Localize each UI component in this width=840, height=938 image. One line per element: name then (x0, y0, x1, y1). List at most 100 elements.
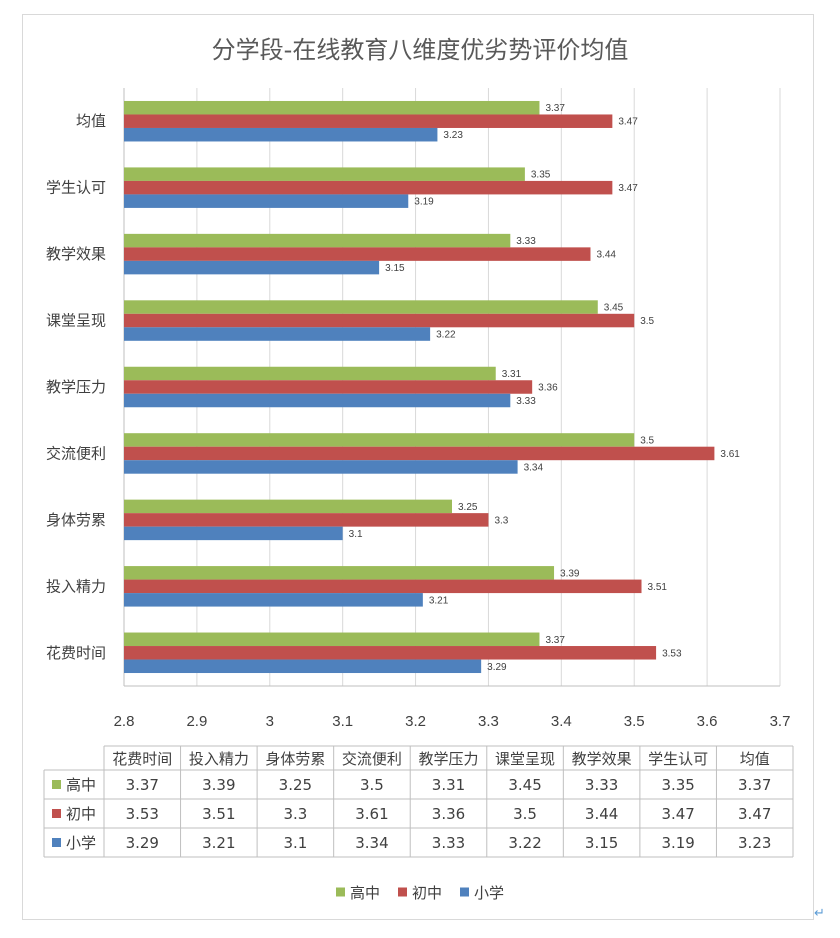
table-header: 课堂呈现 (495, 750, 555, 768)
x-tick-label: 2.8 (114, 713, 135, 730)
table-cell: 3.39 (202, 776, 235, 794)
category-label: 均值 (76, 112, 106, 130)
x-tick-label: 3.4 (551, 713, 572, 730)
bar-初中 (124, 513, 489, 527)
legend-swatch-初中 (398, 887, 407, 897)
data-label: 3.19 (414, 197, 434, 208)
x-tick-label: 3.6 (697, 713, 718, 730)
data-label: 3.5 (640, 435, 654, 446)
table-cell: 3.5 (513, 805, 537, 823)
bar-高中 (124, 433, 635, 447)
table-cell: 3.34 (355, 834, 388, 852)
table-cell: 3.47 (738, 805, 771, 823)
bar-初中 (124, 646, 657, 660)
data-label: 3.51 (648, 582, 668, 593)
legend-label: 高中 (350, 884, 380, 902)
bar-高中 (124, 300, 598, 314)
table-cell: 3.37 (738, 776, 771, 794)
bar-高中 (124, 100, 540, 115)
data-label: 3.3 (494, 515, 508, 526)
table-cell: 3.51 (202, 805, 235, 823)
table-cell: 3.31 (432, 776, 465, 794)
data-label: 3.47 (618, 117, 638, 128)
bar-小学 (124, 593, 423, 607)
bar-初中 (124, 579, 642, 594)
table-cell: 3.37 (126, 776, 159, 794)
data-label: 3.1 (349, 529, 363, 540)
bar-小学 (124, 659, 482, 674)
table-cell: 3.61 (355, 805, 388, 823)
table-row-label: 小学 (66, 834, 96, 852)
table-cell: 3.23 (738, 834, 771, 852)
bar-初中 (124, 313, 635, 328)
data-label: 3.61 (720, 449, 740, 460)
x-tick-label: 3.7 (770, 713, 791, 730)
category-label: 课堂呈现 (46, 312, 106, 330)
bar-小学 (124, 327, 431, 341)
table-cell: 3.29 (126, 834, 159, 852)
x-tick-label: 3.5 (624, 713, 645, 730)
table-cell: 3.35 (661, 776, 694, 794)
table-cell: 3.19 (661, 834, 694, 852)
bar-初中 (124, 380, 533, 394)
table-row-label: 高中 (66, 776, 96, 794)
category-label: 学生认可 (46, 179, 106, 197)
x-tick-label: 3 (266, 713, 274, 730)
data-label: 3.29 (487, 662, 507, 673)
table-header: 身体劳累 (265, 750, 325, 768)
table-cell: 3.22 (508, 834, 541, 852)
category-label: 身体劳累 (46, 511, 106, 529)
legend-label: 初中 (412, 884, 442, 902)
table-header: 花费时间 (112, 750, 172, 768)
table-cell: 3.21 (202, 834, 235, 852)
table-cell: 3.1 (283, 834, 307, 852)
table-cell: 3.3 (283, 805, 307, 823)
data-label: 3.37 (545, 103, 565, 114)
data-label: 3.33 (516, 396, 536, 407)
bar-小学 (124, 260, 380, 275)
bar-初中 (124, 180, 613, 195)
table-cell: 3.44 (585, 805, 618, 823)
bar-高中 (124, 632, 540, 647)
x-tick-label: 2.9 (186, 713, 207, 730)
table-cell: 3.47 (661, 805, 694, 823)
table-cell: 3.36 (432, 805, 465, 823)
table-header: 教学效果 (572, 750, 632, 768)
table-cell: 3.25 (279, 776, 312, 794)
data-label: 3.21 (429, 595, 449, 606)
table-cell: 3.33 (432, 834, 465, 852)
table-header: 均值 (740, 750, 770, 768)
table-cell: 3.33 (585, 776, 618, 794)
category-label: 教学压力 (46, 378, 106, 396)
data-label: 3.47 (618, 183, 638, 194)
table-header: 学生认可 (648, 750, 708, 768)
data-label: 3.36 (538, 383, 558, 394)
bar-小学 (124, 460, 518, 474)
category-label: 投入精力 (46, 577, 106, 595)
data-label: 3.15 (385, 263, 405, 274)
table-key-swatch-高中 (52, 780, 61, 789)
data-label: 3.22 (436, 330, 456, 341)
bar-高中 (124, 566, 555, 580)
table-cell: 3.45 (508, 776, 541, 794)
chart-title: 分学段-在线教育八维度优劣势评价均值 (211, 36, 629, 64)
data-label: 3.5 (640, 316, 654, 327)
bar-初中 (124, 247, 591, 261)
table-row-label: 初中 (66, 805, 96, 823)
chart-frame (22, 14, 814, 920)
bar-初中 (124, 446, 715, 461)
data-label: 3.23 (443, 130, 463, 141)
table-cell: 3.5 (360, 776, 384, 794)
category-label: 交流便利 (46, 444, 106, 462)
data-label: 3.45 (604, 303, 624, 314)
data-label: 3.33 (516, 236, 536, 247)
bar-高中 (124, 233, 511, 248)
x-tick-label: 3.2 (405, 713, 426, 730)
bar-高中 (124, 499, 452, 514)
data-label: 3.39 (560, 568, 580, 579)
table-key-swatch-初中 (52, 809, 61, 818)
bar-小学 (124, 127, 438, 142)
x-tick-label: 3.1 (332, 713, 353, 730)
table-cell: 3.15 (585, 834, 618, 852)
